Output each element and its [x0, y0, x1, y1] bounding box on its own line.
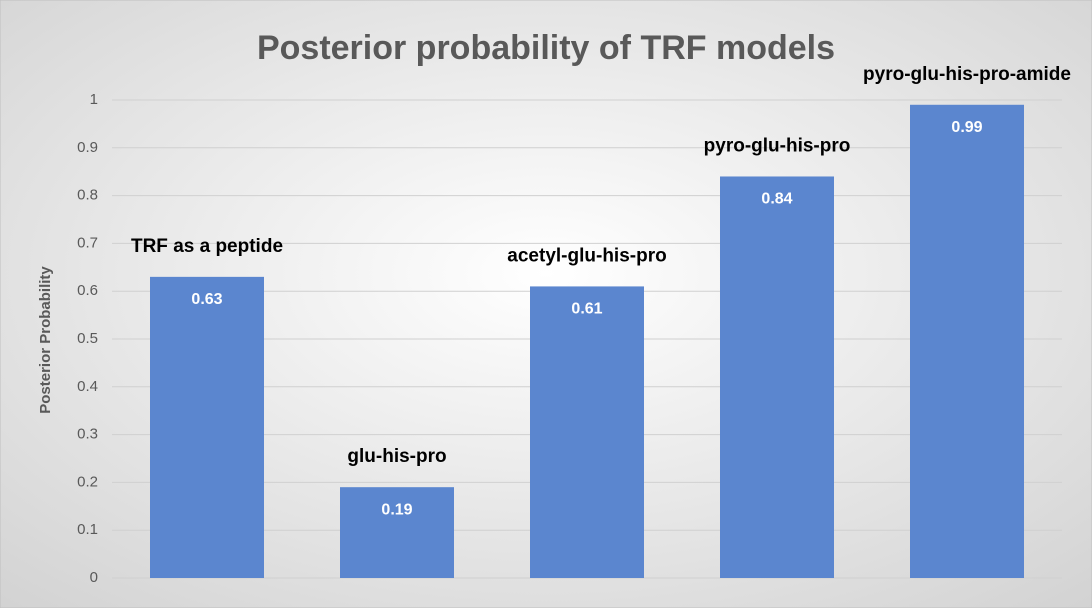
- value-label: 0.19: [381, 501, 412, 518]
- chart-title: Posterior probability of TRF models: [257, 29, 835, 67]
- y-tick-label: 0.2: [77, 473, 98, 490]
- y-axis-title: Posterior Probability: [37, 266, 54, 414]
- y-tick-label: 0.5: [77, 330, 98, 347]
- y-tick-label: 0.9: [77, 139, 98, 156]
- y-tick-label: 0.6: [77, 282, 98, 299]
- y-tick-label: 0.8: [77, 187, 98, 204]
- category-label: pyro-glu-his-pro: [704, 135, 851, 156]
- bar: [720, 176, 834, 579]
- bar: [150, 276, 264, 578]
- category-label: glu-his-pro: [347, 446, 446, 467]
- bar: [340, 487, 454, 578]
- y-tick-label: 0.4: [77, 378, 98, 395]
- bar: [910, 104, 1024, 578]
- value-label: 0.63: [191, 291, 222, 308]
- y-tick-label: 1: [90, 91, 98, 108]
- y-tick-label: 0.7: [77, 234, 98, 251]
- bar: [530, 286, 644, 578]
- y-tick-label: 0: [90, 569, 98, 586]
- value-label: 0.99: [951, 119, 982, 136]
- y-tick-label: 0.3: [77, 426, 98, 443]
- value-label: 0.84: [761, 191, 792, 208]
- value-label: 0.61: [571, 301, 602, 318]
- category-label: TRF as a peptide: [131, 236, 283, 257]
- category-label: pyro-glu-his-pro-amide: [863, 64, 1071, 85]
- y-tick-label: 0.1: [77, 521, 98, 538]
- category-label: acetyl-glu-his-pro: [507, 245, 666, 266]
